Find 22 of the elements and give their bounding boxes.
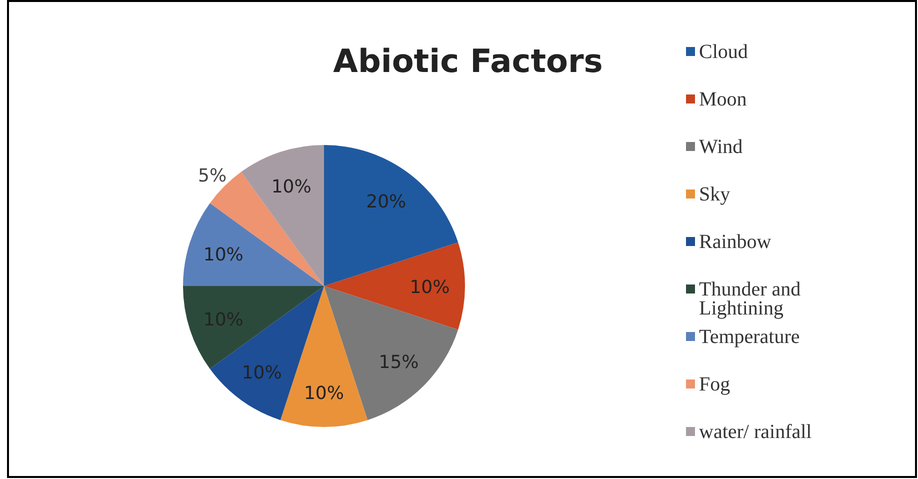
data-label: 15%: [378, 352, 419, 373]
legend-label: Rainbow: [699, 231, 772, 253]
data-label: 10%: [203, 244, 244, 266]
pie-slice: [183, 203, 324, 286]
data-label: 10%: [304, 382, 344, 404]
pie-slice: [324, 242, 465, 330]
data-label: 20%: [366, 191, 406, 212]
pie-slice: [241, 145, 324, 286]
legend-label: Fog: [699, 374, 730, 396]
data-label: 5%: [198, 165, 227, 186]
legend-label: Temperature: [699, 326, 800, 348]
legend-label: Cloud: [699, 41, 748, 63]
chart-title: Abiotic Factors: [333, 42, 603, 80]
legend-label: water/ rainfall: [699, 421, 812, 443]
legend-label: Moon: [699, 88, 747, 110]
legend-label: Wind: [699, 136, 743, 158]
legend-label: Thunder and Lightining: [699, 278, 801, 320]
data-label: 10%: [410, 277, 450, 298]
data-label: 10%: [271, 176, 312, 198]
pie-slice: [280, 286, 368, 427]
legend-label: Sky: [699, 184, 730, 206]
data-label: 10%: [242, 362, 282, 384]
